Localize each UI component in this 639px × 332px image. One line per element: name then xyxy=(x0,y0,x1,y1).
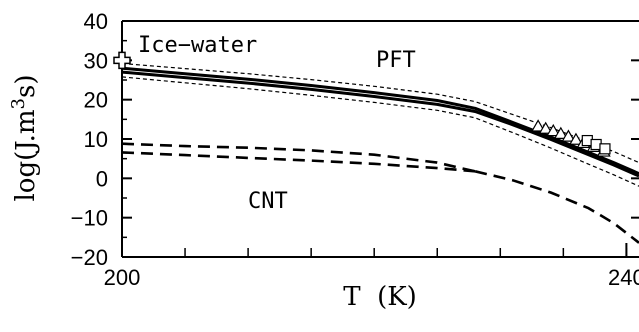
y-axis-title-main: log(J.m xyxy=(11,109,41,201)
triangle-marker-5 xyxy=(561,129,576,142)
x-tick-label-1: 200 xyxy=(104,265,141,290)
y-axis-title-sup: 3 xyxy=(8,98,29,109)
x-tick-label-2: 240 xyxy=(608,265,639,290)
triangle-marker-6 xyxy=(568,132,583,145)
triangle-marker-1 xyxy=(531,119,546,132)
series-line-5 xyxy=(122,142,476,173)
axis-tick-labels: −20 −10 0 10 20 30 40 200 240 xyxy=(71,9,639,290)
y-tick-label-4: 10 xyxy=(84,127,108,152)
y-tick-label-5: 20 xyxy=(84,88,108,113)
y-tick-label-3: 0 xyxy=(96,166,108,191)
annotation-pft: PFT xyxy=(376,48,416,73)
y-axis-title: log(J.m3s) xyxy=(8,74,41,201)
svg-text:log(J.m3s): log(J.m3s) xyxy=(8,74,41,201)
cross-marker-1 xyxy=(113,51,131,70)
x-axis-title: T (K) xyxy=(343,282,417,312)
series-line-1 xyxy=(122,66,639,175)
series-line-6 xyxy=(122,151,476,173)
triangle-marker-3 xyxy=(546,123,561,137)
square-marker-3 xyxy=(599,143,611,155)
plot-markers xyxy=(531,119,611,157)
triangle-marker-2 xyxy=(538,121,553,134)
triangle-marker-4 xyxy=(553,126,568,139)
series-line-2 xyxy=(122,70,639,178)
y-tick-label-1: −20 xyxy=(71,245,108,270)
series-line-4 xyxy=(122,76,639,187)
annotation-cnt: CNT xyxy=(248,189,288,214)
plot-series xyxy=(122,62,639,244)
y-tick-label-7: 40 xyxy=(84,9,108,34)
y-tick-label-6: 30 xyxy=(84,48,108,73)
series-line-7 xyxy=(474,170,639,244)
y-axis-title-end: s) xyxy=(11,74,41,98)
annotation-ice-water: Ice−water xyxy=(138,33,257,58)
series-line-3 xyxy=(122,62,639,164)
y-tick-label-2: −10 xyxy=(71,206,108,231)
